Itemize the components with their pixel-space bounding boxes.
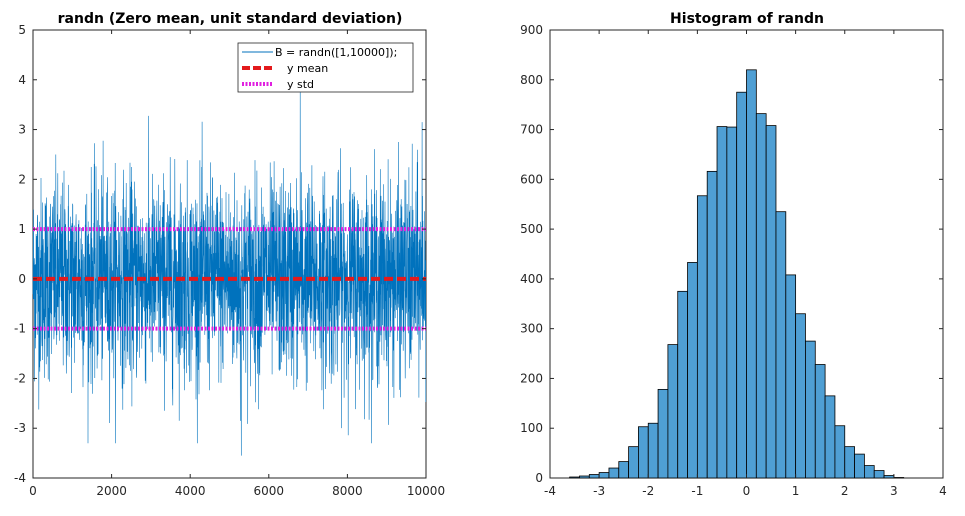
- y-tick-label: 5: [18, 23, 26, 37]
- histogram-bar: [775, 211, 787, 479]
- x-tick-label: 0: [743, 484, 751, 498]
- line-plot-legend: B = randn([1,10000]); y mean y std: [237, 42, 414, 93]
- y-tick-label: 200: [520, 371, 543, 385]
- y-tick-label: -4: [14, 471, 26, 485]
- histogram-bar: [569, 476, 580, 479]
- y-tick-label: 900: [520, 23, 543, 37]
- y-tick-label: 3: [18, 123, 26, 137]
- y-tick-label: 0: [535, 471, 543, 485]
- histogram-bar: [608, 467, 620, 479]
- histogram-bar: [667, 344, 679, 479]
- histogram-bar: [844, 446, 855, 479]
- histogram-bar: [638, 426, 649, 479]
- x-tick-label: -1: [691, 484, 703, 498]
- x-tick-label: 4000: [175, 484, 206, 498]
- histogram-bar: [628, 446, 639, 479]
- y-tick-label: 700: [520, 123, 543, 137]
- reference-lines: [33, 227, 426, 331]
- histogram-title: Histogram of randn: [670, 11, 824, 27]
- y-tick-label: 2: [18, 172, 26, 186]
- histogram-bar: [824, 395, 836, 479]
- legend-label-signal: B = randn([1,10000]);: [275, 46, 397, 59]
- histogram-plot: Histogram of randn -4 -3 -2 -1 0 1 2 3 4 0 100 200 3…: [520, 11, 947, 498]
- histogram-ticks: -4 -3 -2 -1 0 1 2 3 4 0 100 200 300 400 500 600 700 800 90…: [520, 23, 947, 498]
- histogram-bar: [588, 474, 600, 479]
- y-tick-label: 1: [18, 222, 26, 236]
- histogram-bar: [696, 195, 708, 479]
- y-tick-label: 100: [520, 421, 543, 435]
- legend-label-std: y std: [287, 78, 314, 91]
- histogram-bar: [814, 364, 826, 479]
- y-tick-label: 300: [520, 322, 543, 336]
- x-tick-label: 10000: [407, 484, 445, 498]
- y-tick-label: -1: [14, 322, 26, 336]
- x-tick-label: 2: [841, 484, 849, 498]
- histogram-bar: [736, 91, 747, 479]
- x-tick-label: 6000: [254, 484, 285, 498]
- histogram-bar: [883, 475, 895, 479]
- histogram-bar: [706, 170, 718, 479]
- x-tick-label: 3: [890, 484, 898, 498]
- histogram-bar: [765, 125, 777, 479]
- legend-label-mean: y mean: [287, 62, 328, 75]
- y-tick-label: 4: [18, 73, 26, 87]
- x-tick-label: -3: [593, 484, 605, 498]
- x-tick-label: -2: [642, 484, 654, 498]
- y-tick-label: 400: [520, 272, 543, 286]
- histogram-bar: [805, 340, 816, 479]
- x-tick-label: 2000: [96, 484, 127, 498]
- histogram-bar: [795, 313, 806, 479]
- histogram-bar: [746, 69, 757, 479]
- histogram-bars: [569, 69, 905, 479]
- random-signal-line: [32, 92, 427, 456]
- histogram-bar: [755, 113, 767, 479]
- y-tick-label: 800: [520, 73, 543, 87]
- x-tick-label: 4: [939, 484, 947, 498]
- histogram-bar: [579, 475, 590, 479]
- y-tick-label: 0: [18, 272, 26, 286]
- histogram-bar: [647, 422, 659, 479]
- histogram-bar: [618, 461, 630, 479]
- histogram-bar: [864, 465, 875, 479]
- histogram-bar: [687, 262, 698, 479]
- line-plot-ticks: 0 2000 4000 6000 8000 10000 -4 -3 -2 -1 0 1 2 3 4 5: [14, 23, 445, 498]
- x-tick-label: 8000: [332, 484, 363, 498]
- histogram-bar: [854, 453, 865, 479]
- histogram-bar: [873, 470, 885, 479]
- y-tick-label: -2: [14, 371, 26, 385]
- x-tick-label: 0: [29, 484, 37, 498]
- histogram-bar: [657, 388, 669, 479]
- histogram-bar: [677, 290, 688, 479]
- y-tick-label: -3: [14, 421, 26, 435]
- histogram-bar: [785, 274, 797, 479]
- histogram-bar: [726, 126, 738, 479]
- y-tick-label: 600: [520, 172, 543, 186]
- histogram-bar: [834, 425, 846, 479]
- histogram-bar: [716, 126, 728, 479]
- line-plot-title: randn (Zero mean, unit standard deviatio…: [58, 11, 403, 27]
- random-signal-series: [32, 92, 427, 456]
- histogram-bar: [598, 472, 610, 479]
- line-plot: randn (Zero mean, unit standard deviatio…: [14, 11, 445, 498]
- x-tick-label: -4: [544, 484, 556, 498]
- x-tick-label: 1: [792, 484, 800, 498]
- y-tick-label: 500: [520, 222, 543, 236]
